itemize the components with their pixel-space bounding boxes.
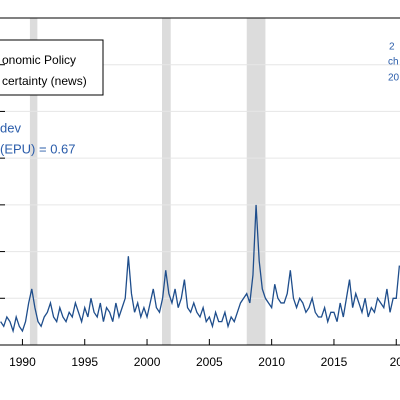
recession-band	[161, 18, 171, 345]
corner-note: 2	[389, 42, 395, 53]
legend-text: certainty (news)	[2, 74, 87, 88]
legend-text: onomic Policy	[2, 53, 76, 67]
series-line	[0, 204, 400, 334]
annotation: (EPU) = 0.67	[0, 141, 76, 156]
x-tick-label: 2010	[258, 355, 285, 369]
corner-note: ch	[388, 57, 399, 68]
x-tick-label: 2015	[321, 355, 348, 369]
x-tick-label: 20	[390, 355, 400, 369]
corner-note: 20	[388, 73, 400, 84]
legend-box	[0, 39, 104, 96]
recession-band	[29, 18, 38, 345]
x-tick-label: 2000	[134, 355, 161, 369]
x-tick-label: 2005	[196, 355, 223, 369]
annotation: dev	[0, 120, 21, 135]
recession-band	[246, 18, 266, 345]
x-tick-label: 1995	[71, 355, 98, 369]
x-tick-label: 1990	[9, 355, 36, 369]
